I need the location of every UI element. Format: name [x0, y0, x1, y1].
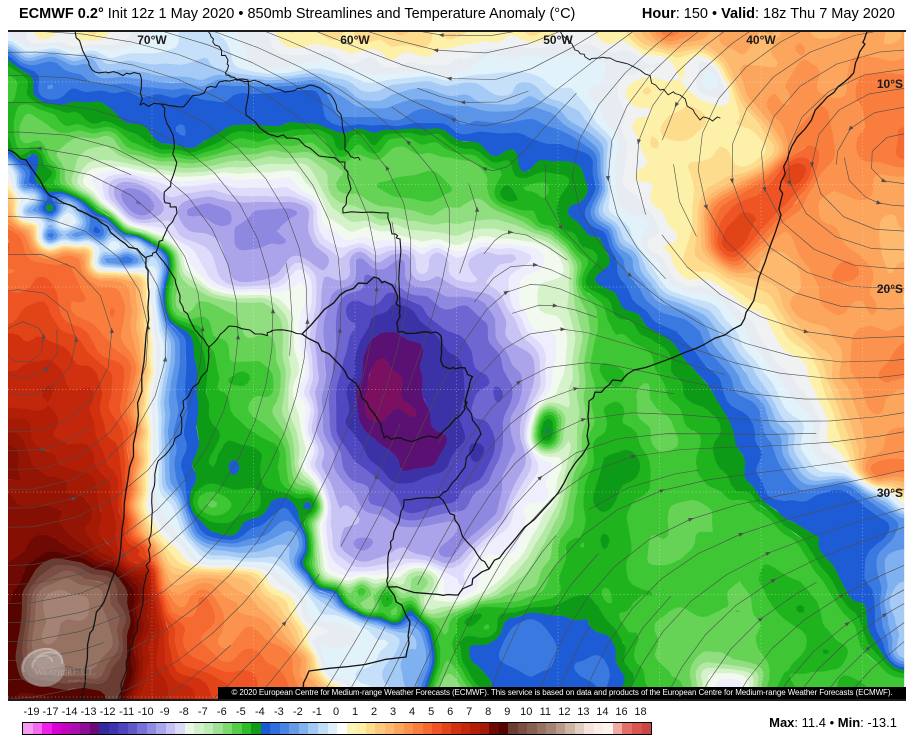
svg-text:WEATHER: WEATHER	[34, 667, 72, 678]
svg-text:models llc: models llc	[68, 678, 87, 683]
svg-text:BELL: BELL	[64, 664, 96, 678]
